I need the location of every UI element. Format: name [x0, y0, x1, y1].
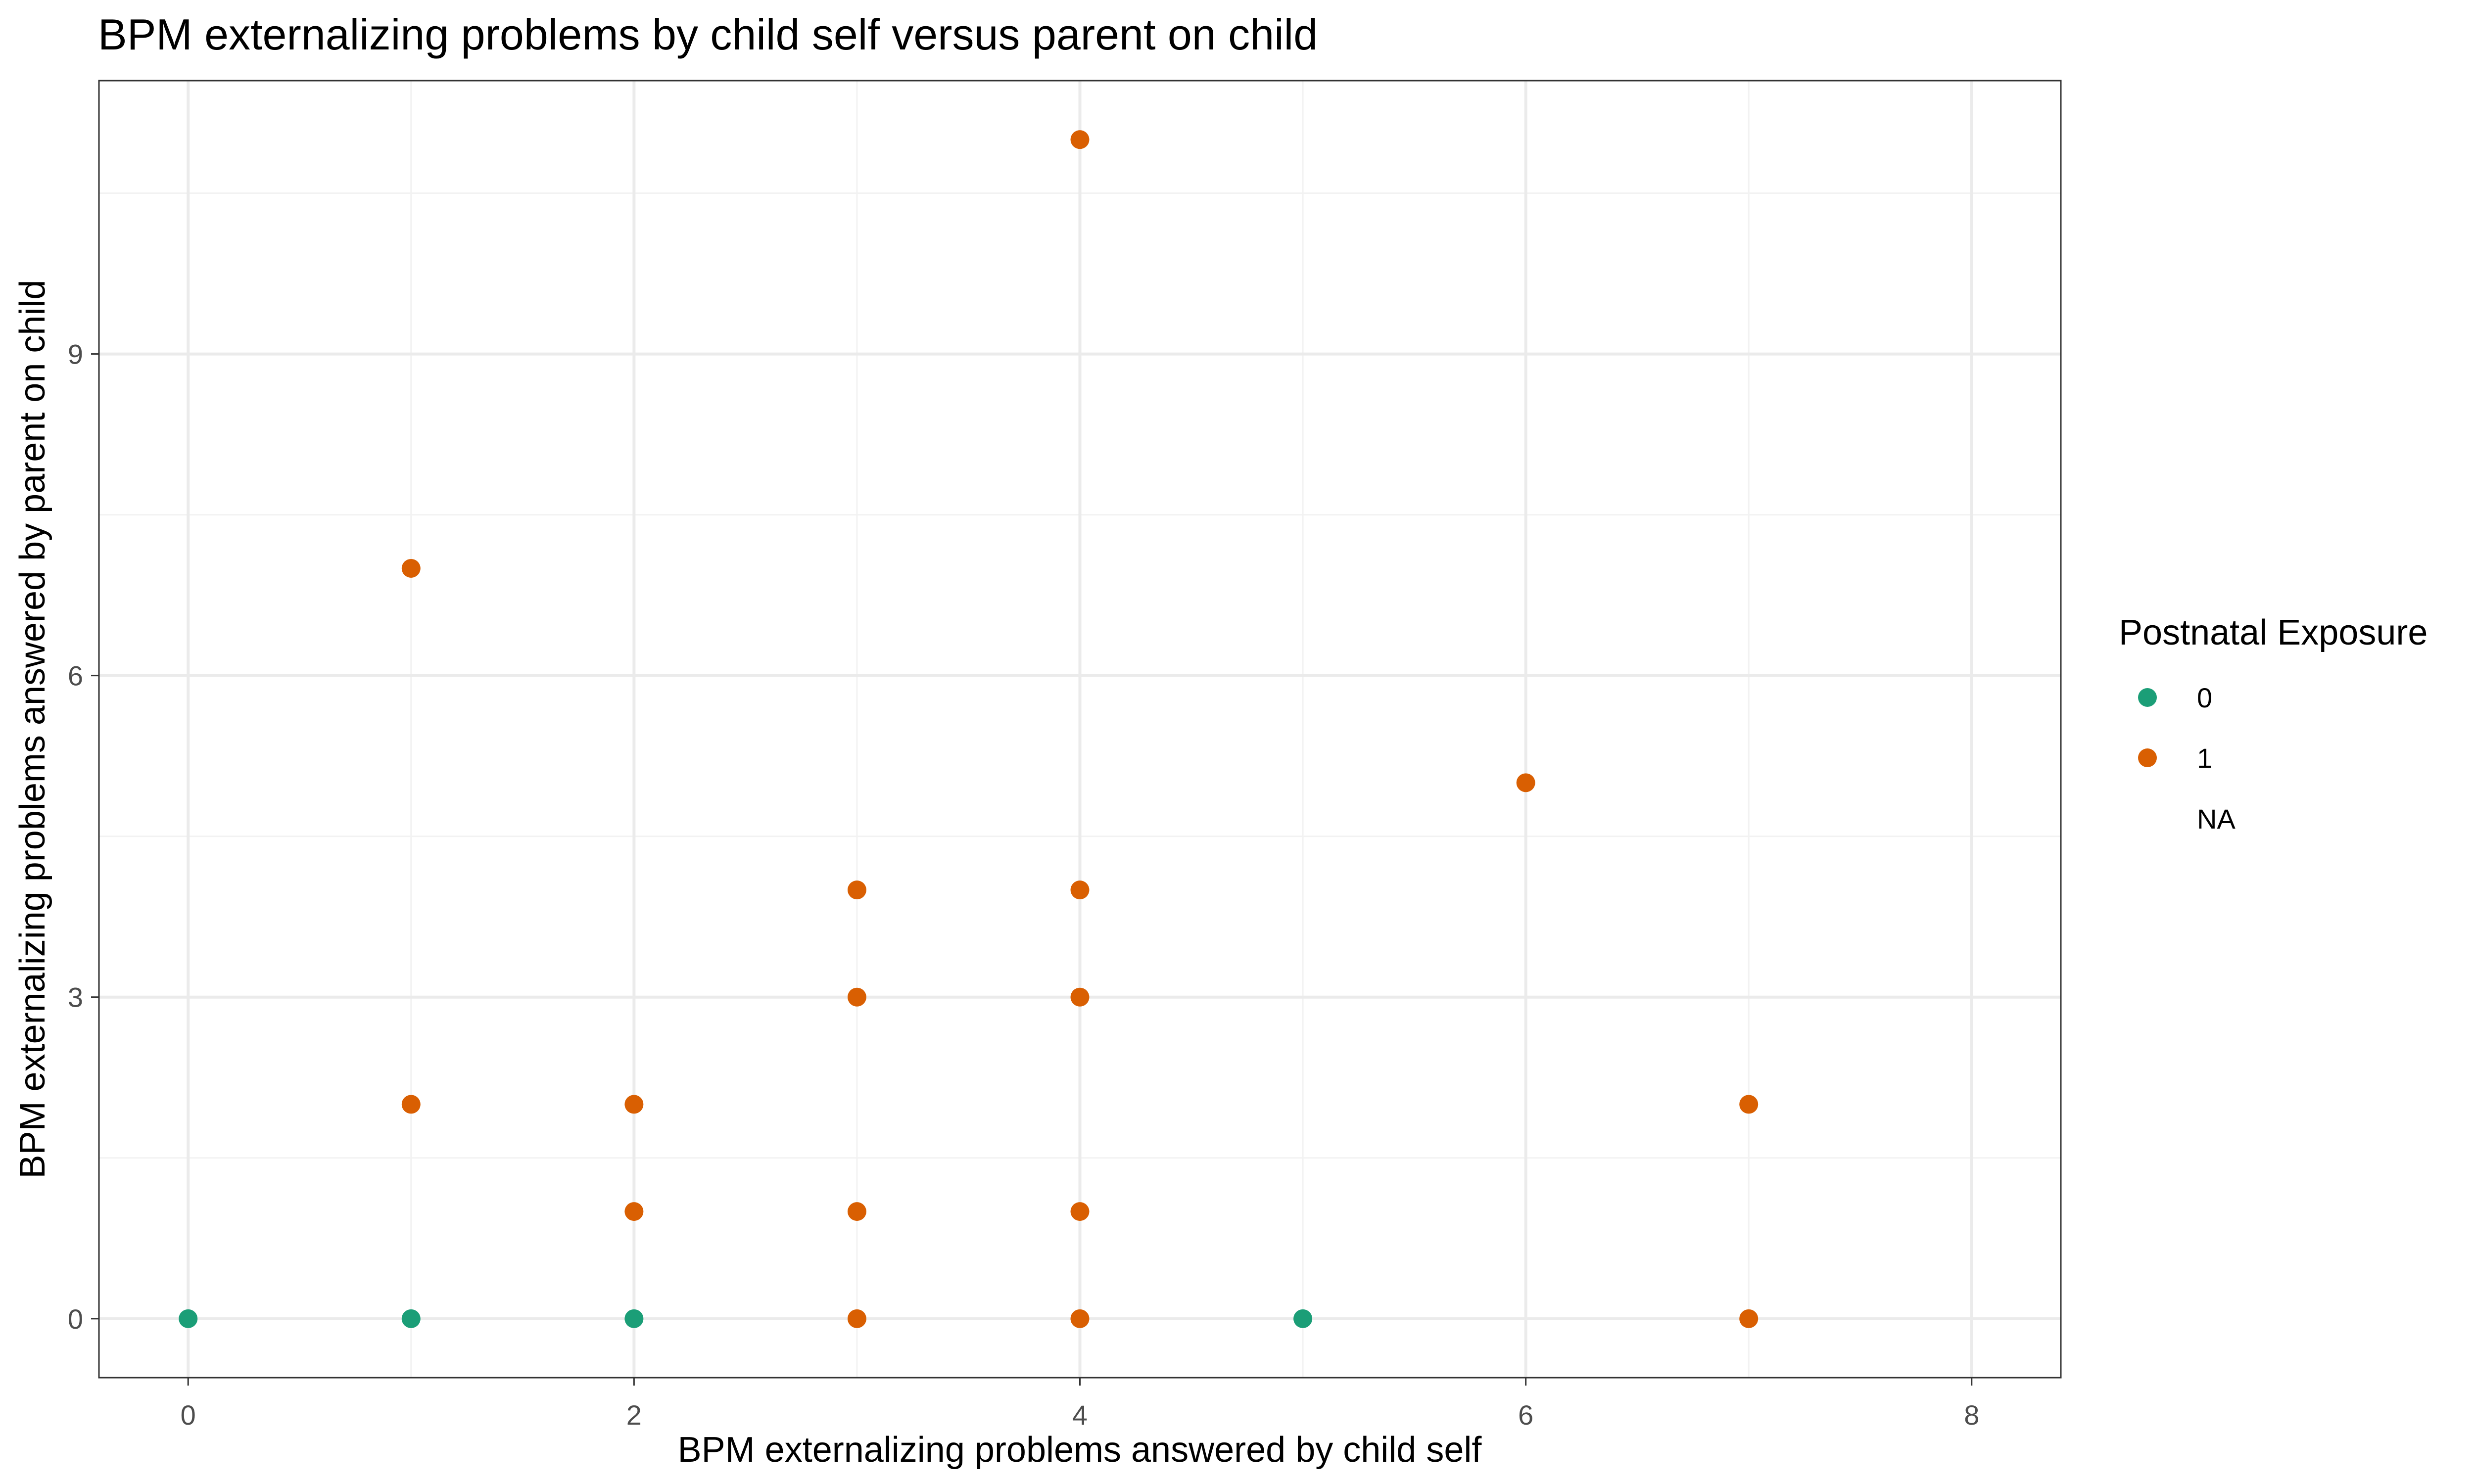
data-point-series-0 [1293, 1309, 1313, 1328]
data-point-series-0 [401, 1309, 421, 1328]
data-point-series-1 [1070, 1202, 1090, 1221]
x-tick-label: 4 [1072, 1399, 1088, 1431]
y-tick-label: 0 [68, 1303, 83, 1335]
chart-title: BPM externalizing problems by child self… [98, 10, 1318, 59]
data-point-series-1 [401, 1095, 421, 1114]
data-point-series-0 [624, 1309, 644, 1328]
y-tick-label: 6 [68, 660, 83, 692]
y-axis-title: BPM externalizing problems answered by p… [13, 280, 52, 1179]
legend-label-1: 1 [2197, 742, 2212, 774]
x-tick-label: 8 [1964, 1399, 1979, 1431]
legend-label-na: NA [2197, 803, 2236, 835]
legend-key-0 [2138, 688, 2157, 707]
data-point-series-1 [847, 1309, 866, 1328]
legend-title: Postnatal Exposure [2119, 613, 2427, 652]
y-tick-label: 9 [68, 339, 83, 370]
data-points [179, 130, 1759, 1328]
x-axis-title: BPM externalizing problems answered by c… [678, 1430, 1482, 1470]
x-tick-label: 0 [181, 1399, 196, 1431]
data-point-series-1 [401, 558, 421, 578]
data-point-series-1 [1070, 987, 1090, 1007]
data-point-series-1 [624, 1095, 644, 1114]
data-point-series-1 [624, 1202, 644, 1221]
data-point-series-1 [847, 881, 866, 900]
legend: Postnatal Exposure 0 1 NA [2119, 613, 2427, 835]
legend-key-1 [2138, 748, 2157, 767]
grid-lines [99, 81, 2061, 1378]
x-tick-label: 6 [1518, 1399, 1533, 1431]
legend-label-0: 0 [2197, 682, 2212, 713]
data-point-series-1 [1739, 1095, 1759, 1114]
data-point-series-1 [1070, 881, 1090, 900]
x-tick-label: 2 [626, 1399, 642, 1431]
y-axis: 0 3 6 9 [68, 339, 99, 1335]
data-point-series-1 [847, 1202, 866, 1221]
data-point-series-1 [1070, 130, 1090, 149]
data-point-series-1 [1516, 773, 1535, 792]
x-axis: 0 2 4 6 8 [181, 1378, 1979, 1431]
data-point-series-1 [847, 987, 866, 1007]
data-point-series-1 [1739, 1309, 1759, 1328]
data-point-series-1 [1070, 1309, 1090, 1328]
y-tick-label: 3 [68, 982, 83, 1013]
data-point-series-0 [179, 1309, 198, 1328]
